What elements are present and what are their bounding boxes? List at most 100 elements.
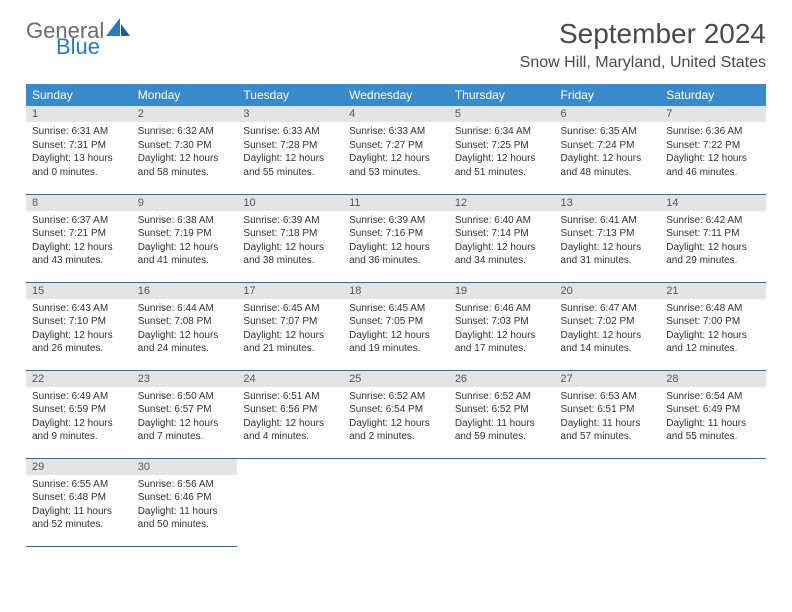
sunrise-line: Sunrise: 6:33 AM	[243, 125, 337, 139]
sunrise-line: Sunrise: 6:42 AM	[666, 214, 760, 228]
daylight-line: Daylight: 12 hours and 21 minutes.	[243, 329, 337, 356]
day-number: 17	[237, 283, 343, 299]
day-details: Sunrise: 6:43 AMSunset: 7:10 PMDaylight:…	[26, 299, 132, 362]
sunset-line: Sunset: 7:28 PM	[243, 139, 337, 153]
sunset-line: Sunset: 6:46 PM	[138, 491, 232, 505]
sunrise-line: Sunrise: 6:46 AM	[455, 302, 549, 316]
weekday-header: Monday	[132, 84, 238, 106]
sunrise-line: Sunrise: 6:48 AM	[666, 302, 760, 316]
day-details: Sunrise: 6:51 AMSunset: 6:56 PMDaylight:…	[237, 387, 343, 450]
sunrise-line: Sunrise: 6:37 AM	[32, 214, 126, 228]
month-title: September 2024	[520, 18, 766, 50]
day-details: Sunrise: 6:54 AMSunset: 6:49 PMDaylight:…	[660, 387, 766, 450]
weekday-header: Sunday	[26, 84, 132, 106]
daylight-line: Daylight: 12 hours and 34 minutes.	[455, 241, 549, 268]
calendar-cell: 13Sunrise: 6:41 AMSunset: 7:13 PMDayligh…	[555, 194, 661, 282]
sunrise-line: Sunrise: 6:35 AM	[561, 125, 655, 139]
calendar-cell: 6Sunrise: 6:35 AMSunset: 7:24 PMDaylight…	[555, 106, 661, 194]
weekday-header-row: SundayMondayTuesdayWednesdayThursdayFrid…	[26, 84, 766, 106]
sunset-line: Sunset: 7:13 PM	[561, 227, 655, 241]
sunset-line: Sunset: 7:16 PM	[349, 227, 443, 241]
location: Snow Hill, Maryland, United States	[520, 54, 766, 72]
day-number: 16	[132, 283, 238, 299]
daylight-line: Daylight: 12 hours and 55 minutes.	[243, 152, 337, 179]
calendar-cell: 17 Sunrise: 6:45 AMSunset: 7:07 PMDayligh…	[237, 282, 343, 370]
day-details: Sunrise: 6:34 AMSunset: 7:25 PMDaylight:…	[449, 122, 555, 185]
day-details: Sunrise: 6:53 AMSunset: 6:51 PMDaylight:…	[555, 387, 661, 450]
day-details: Sunrise: 6:40 AMSunset: 7:14 PMDaylight:…	[449, 211, 555, 274]
daylight-line: Daylight: 12 hours and 43 minutes.	[32, 241, 126, 268]
daylight-line: Daylight: 12 hours and 4 minutes.	[243, 417, 337, 444]
day-number: 4	[343, 106, 449, 122]
daylight-line: Daylight: 12 hours and 17 minutes.	[455, 329, 549, 356]
sunrise-line: Sunrise: 6:40 AM	[455, 214, 549, 228]
sunset-line: Sunset: 7:08 PM	[138, 315, 232, 329]
day-number: 14	[660, 195, 766, 211]
daylight-line: Daylight: 12 hours and 38 minutes.	[243, 241, 337, 268]
calendar-cell: 2Sunrise: 6:32 AMSunset: 7:30 PMDaylight…	[132, 106, 238, 194]
daylight-line: Daylight: 11 hours and 50 minutes.	[138, 505, 232, 532]
sunset-line: Sunset: 6:48 PM	[32, 491, 126, 505]
sunset-line: Sunset: 7:02 PM	[561, 315, 655, 329]
sunset-line: Sunset: 6:49 PM	[666, 403, 760, 417]
sunrise-line: Sunrise: 6:33 AM	[349, 125, 443, 139]
calendar-cell: 10Sunrise: 6:39 AMSunset: 7:18 PMDayligh…	[237, 194, 343, 282]
calendar-cell	[555, 458, 661, 546]
day-details: Sunrise: 6:37 AMSunset: 7:21 PMDaylight:…	[26, 211, 132, 274]
day-details: Sunrise: 6:42 AMSunset: 7:11 PMDaylight:…	[660, 211, 766, 274]
daylight-line: Daylight: 11 hours and 59 minutes.	[455, 417, 549, 444]
calendar-table: SundayMondayTuesdayWednesdayThursdayFrid…	[26, 84, 766, 547]
sunset-line: Sunset: 7:25 PM	[455, 139, 549, 153]
daylight-line: Daylight: 12 hours and 12 minutes.	[666, 329, 760, 356]
sunrise-line: Sunrise: 6:43 AM	[32, 302, 126, 316]
day-number: 10	[237, 195, 343, 211]
calendar-row: 22Sunrise: 6:49 AMSunset: 6:59 PMDayligh…	[26, 370, 766, 458]
day-number: 13	[555, 195, 661, 211]
calendar-cell: 20Sunrise: 6:47 AMSunset: 7:02 PMDayligh…	[555, 282, 661, 370]
sunrise-line: Sunrise: 6:49 AM	[32, 390, 126, 404]
day-number: 6	[555, 106, 661, 122]
calendar-cell: 30Sunrise: 6:56 AMSunset: 6:46 PMDayligh…	[132, 458, 238, 546]
daylight-line: Daylight: 12 hours and 46 minutes.	[666, 152, 760, 179]
daylight-line: Daylight: 12 hours and 29 minutes.	[666, 241, 760, 268]
sunrise-line: Sunrise: 6:50 AM	[138, 390, 232, 404]
calendar-cell: 12Sunrise: 6:40 AMSunset: 7:14 PMDayligh…	[449, 194, 555, 282]
daylight-line: Daylight: 12 hours and 58 minutes.	[138, 152, 232, 179]
weekday-header: Friday	[555, 84, 661, 106]
day-details: Sunrise: 6:47 AMSunset: 7:02 PMDaylight:…	[555, 299, 661, 362]
calendar-cell: 24Sunrise: 6:51 AMSunset: 6:56 PMDayligh…	[237, 370, 343, 458]
day-details: Sunrise: 6:36 AMSunset: 7:22 PMDaylight:…	[660, 122, 766, 185]
sunset-line: Sunset: 7:10 PM	[32, 315, 126, 329]
sunrise-line: Sunrise: 6:45 AM	[349, 302, 443, 316]
sunrise-line: Sunrise: 6:52 AM	[455, 390, 549, 404]
daylight-line: Daylight: 12 hours and 24 minutes.	[138, 329, 232, 356]
daylight-line: Daylight: 11 hours and 52 minutes.	[32, 505, 126, 532]
sunrise-line: Sunrise: 6:39 AM	[243, 214, 337, 228]
calendar-cell	[237, 458, 343, 546]
title-block: September 2024 Snow Hill, Maryland, Unit…	[520, 18, 766, 72]
daylight-line: Daylight: 12 hours and 53 minutes.	[349, 152, 443, 179]
calendar-cell: 25Sunrise: 6:52 AMSunset: 6:54 PMDayligh…	[343, 370, 449, 458]
sunrise-line: Sunrise: 6:45 AM	[243, 302, 337, 316]
sunrise-line: Sunrise: 6:52 AM	[349, 390, 443, 404]
sunrise-line: Sunrise: 6:38 AM	[138, 214, 232, 228]
day-number: 30	[132, 459, 238, 475]
calendar-cell: 21Sunrise: 6:48 AMSunset: 7:00 PMDayligh…	[660, 282, 766, 370]
day-number: 21	[660, 283, 766, 299]
day-details: Sunrise: 6:56 AMSunset: 6:46 PMDaylight:…	[132, 475, 238, 538]
day-number: 1	[26, 106, 132, 122]
calendar-row: 1Sunrise: 6:31 AMSunset: 7:31 PMDaylight…	[26, 106, 766, 194]
sunrise-line: Sunrise: 6:39 AM	[349, 214, 443, 228]
day-details: Sunrise: 6:33 AMSunset: 7:28 PMDaylight:…	[237, 122, 343, 185]
sunset-line: Sunset: 7:30 PM	[138, 139, 232, 153]
day-number: 25	[343, 371, 449, 387]
day-details: Sunrise: 6:46 AMSunset: 7:03 PMDaylight:…	[449, 299, 555, 362]
calendar-cell	[660, 458, 766, 546]
sunset-line: Sunset: 7:07 PM	[243, 315, 337, 329]
sunset-line: Sunset: 6:59 PM	[32, 403, 126, 417]
day-number: 9	[132, 195, 238, 211]
sunset-line: Sunset: 6:52 PM	[455, 403, 549, 417]
calendar-body: 1Sunrise: 6:31 AMSunset: 7:31 PMDaylight…	[26, 106, 766, 546]
day-number: 5	[449, 106, 555, 122]
day-number: 7	[660, 106, 766, 122]
